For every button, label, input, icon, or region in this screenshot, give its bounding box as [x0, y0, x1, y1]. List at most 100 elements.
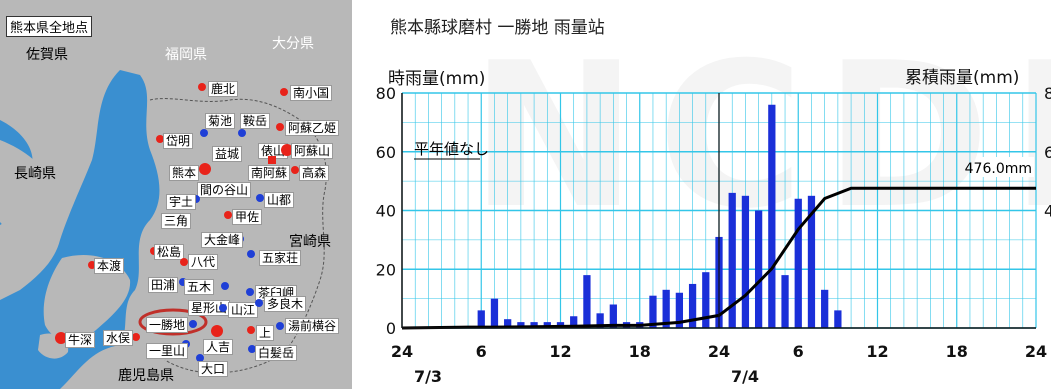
station-label[interactable]: 岱明: [163, 133, 194, 149]
station-marker[interactable]: [132, 333, 140, 341]
station-label[interactable]: 間の谷山: [197, 182, 252, 198]
x-tick-label: 24: [1025, 342, 1047, 361]
x-tick-label: 12: [549, 342, 571, 361]
station-marker[interactable]: [291, 166, 299, 174]
station-marker[interactable]: [248, 345, 256, 353]
station-label[interactable]: 一里山: [146, 343, 189, 359]
station-label[interactable]: 牛深: [65, 332, 96, 348]
hourly-bars: [477, 104, 842, 328]
station-label[interactable]: 田浦: [148, 277, 179, 293]
y2-tick-label: 6: [1044, 143, 1051, 162]
station-label[interactable]: 松島: [154, 244, 185, 260]
station-marker[interactable]: [200, 129, 208, 137]
station-label[interactable]: 湯前横谷: [285, 318, 340, 334]
annotation-total-bg: [976, 157, 1034, 177]
station-label[interactable]: 三角: [161, 213, 192, 229]
station-label[interactable]: 一勝地: [146, 317, 189, 333]
station-label[interactable]: 宇土: [166, 194, 197, 210]
region-label: 佐賀県: [26, 47, 68, 63]
station-label[interactable]: 阿蘇乙姫: [285, 120, 340, 136]
x-tick-label: 6: [476, 342, 487, 361]
date-label: 7/3: [414, 367, 442, 386]
station-label[interactable]: 五家荘: [259, 250, 302, 266]
station-marker[interactable]: [280, 88, 288, 96]
rain-bar: [662, 289, 670, 328]
station-label[interactable]: 鞍岳: [240, 113, 271, 129]
station-label[interactable]: 南阿蘇: [248, 165, 291, 181]
y-axis-left-label: 時雨量(mm): [388, 69, 486, 89]
station-label[interactable]: 山都: [264, 192, 295, 208]
rain-bar: [781, 275, 789, 328]
rain-bar: [807, 195, 816, 328]
station-label[interactable]: 人吉: [203, 339, 234, 355]
station-marker[interactable]: [179, 278, 187, 286]
station-label[interactable]: 南小国: [290, 85, 333, 101]
station-label[interactable]: 星形山: [188, 300, 231, 316]
annotation-total: 476.0mm: [965, 161, 1032, 177]
y-axis-right-label: 累積雨量(mm): [905, 68, 1020, 88]
station-marker[interactable]: [196, 354, 204, 362]
rain-bar: [583, 275, 591, 328]
station-label[interactable]: 大金峰: [201, 232, 244, 248]
station-label[interactable]: 益城: [212, 146, 243, 162]
station-marker[interactable]: [199, 163, 211, 175]
rain-bar: [834, 310, 842, 328]
station-marker[interactable]: [256, 194, 264, 202]
station-marker[interactable]: [189, 320, 197, 328]
station-marker[interactable]: [238, 129, 246, 137]
date-label: 7/4: [731, 367, 759, 386]
station-label[interactable]: 水俣: [103, 330, 134, 346]
station-label[interactable]: 大口: [198, 361, 229, 377]
station-map[interactable]: 熊本県全地点 佐賀県 福岡県 大分県 長崎県 宮崎県 鹿児島県 鹿北 南小国 菊池 鞍岳 阿蘇乙姫…: [0, 0, 352, 389]
station-marker[interactable]: [156, 135, 164, 143]
station-label[interactable]: 白髪岳: [255, 345, 298, 361]
station-marker[interactable]: [247, 326, 255, 334]
station-marker[interactable]: [276, 123, 284, 131]
station-label[interactable]: 本渡: [94, 258, 125, 274]
station-label[interactable]: 鹿北: [208, 81, 239, 97]
region-label: 宮崎県: [289, 234, 331, 250]
station-label[interactable]: 菊池: [205, 113, 236, 129]
station-marker[interactable]: [211, 325, 223, 337]
y-tick-label: 40: [376, 202, 396, 221]
station-marker[interactable]: [221, 282, 229, 290]
ariake-sea: [0, 70, 160, 389]
station-marker[interactable]: [88, 261, 96, 269]
station-label[interactable]: 八代: [188, 254, 219, 270]
rain-bar: [504, 319, 512, 328]
station-marker[interactable]: [268, 156, 276, 164]
station-label[interactable]: 五木: [184, 279, 215, 295]
region-label: 鹿児島県: [118, 368, 174, 384]
y-tick-label: 60: [376, 143, 396, 162]
station-marker[interactable]: [55, 332, 67, 344]
x-tick-label: 18: [629, 342, 651, 361]
station-marker[interactable]: [281, 144, 293, 156]
station-marker[interactable]: [255, 299, 263, 307]
station-marker[interactable]: [247, 250, 255, 258]
station-label[interactable]: 多良木: [264, 296, 307, 312]
x-tick-label: 6: [793, 342, 804, 361]
station-label[interactable]: 甲佐: [232, 209, 263, 225]
rain-bar: [517, 322, 525, 328]
station-marker[interactable]: [180, 258, 188, 266]
station-label[interactable]: 阿蘇山: [291, 143, 334, 159]
station-label[interactable]: 上: [256, 325, 275, 341]
station-marker[interactable]: [246, 288, 254, 296]
rain-bar: [754, 210, 763, 328]
station-marker[interactable]: [276, 322, 284, 330]
station-marker[interactable]: [198, 83, 206, 91]
station-label[interactable]: 高森: [299, 165, 330, 181]
station-label[interactable]: 熊本: [169, 165, 200, 181]
x-tick-label: 24: [391, 342, 413, 361]
region-label: 大分県: [272, 36, 314, 52]
y2-tick-label: 4: [1044, 202, 1051, 221]
rain-bar: [688, 283, 697, 328]
annotation-normal: 平年値なし: [414, 140, 489, 158]
rain-bar: [596, 313, 604, 328]
station-label[interactable]: 山江: [228, 302, 259, 318]
axes: [401, 93, 1036, 329]
station-marker[interactable]: [224, 211, 232, 219]
nagasaki-peninsula: [0, 140, 57, 233]
station-marker[interactable]: [219, 304, 227, 312]
